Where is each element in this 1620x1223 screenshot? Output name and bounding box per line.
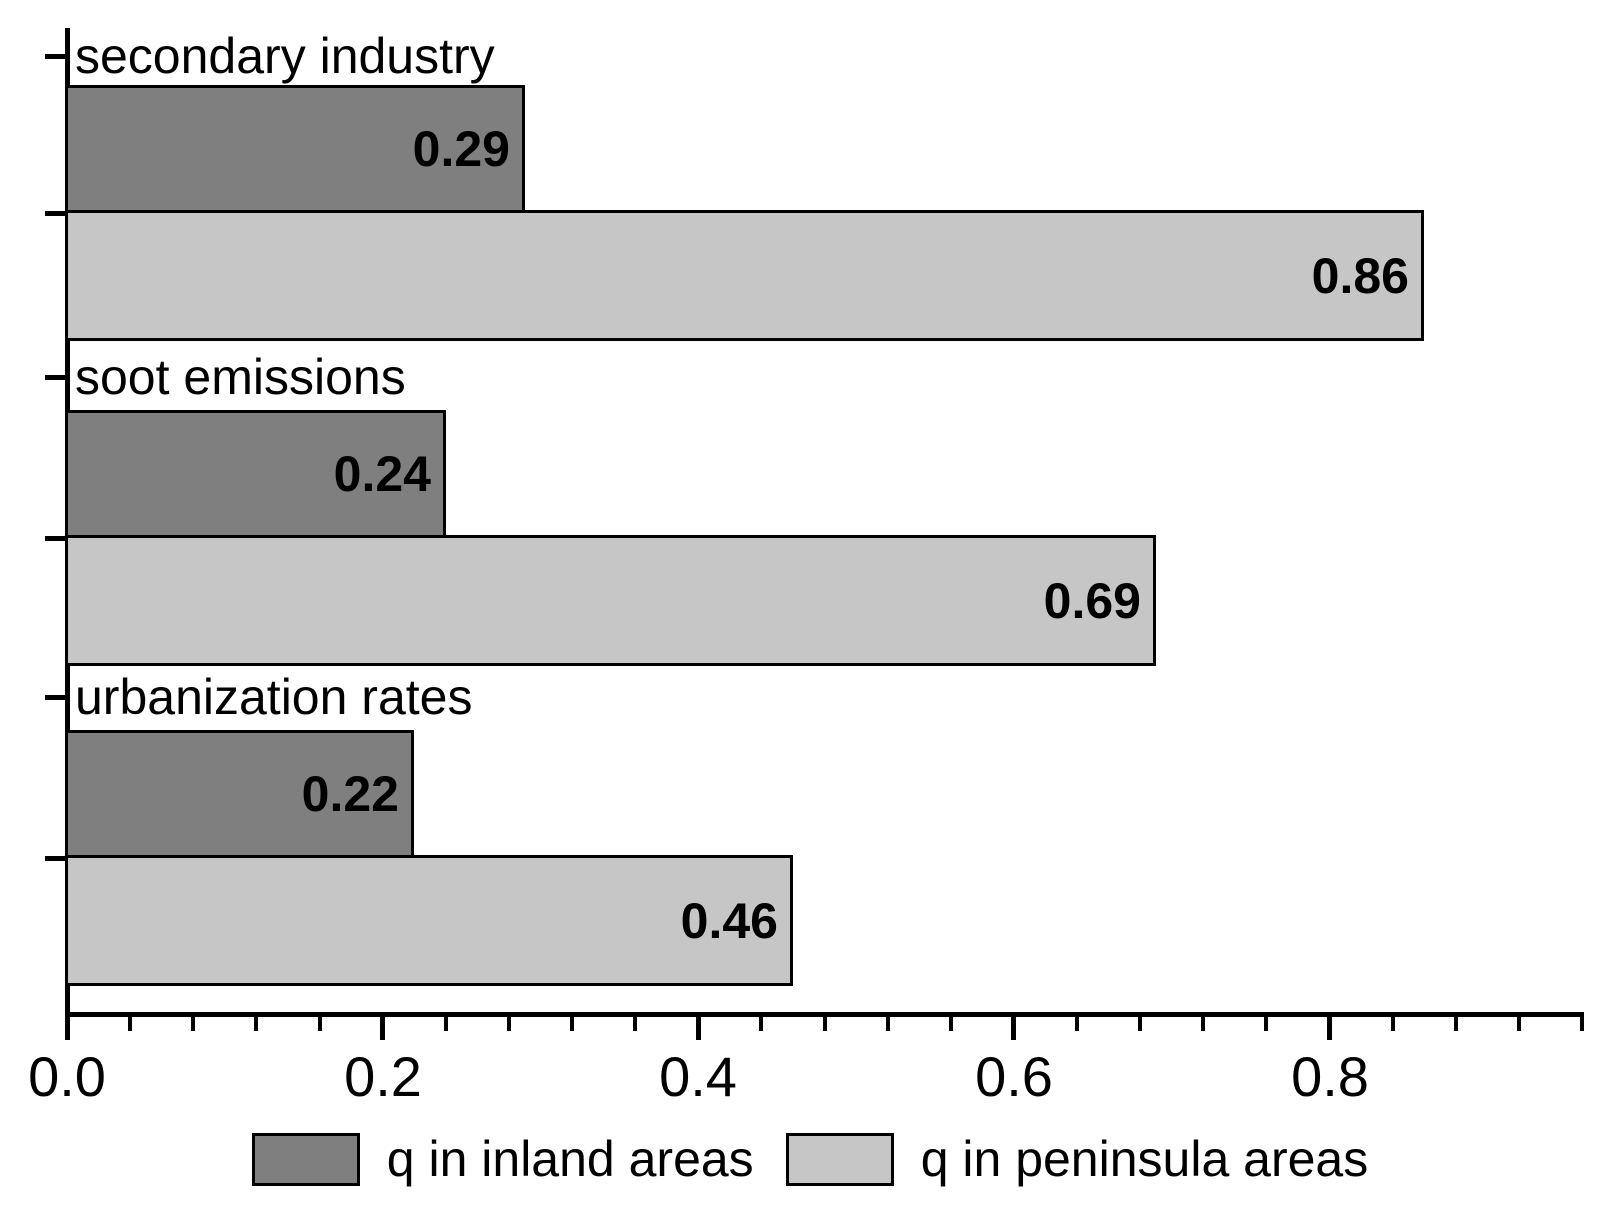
bar-value-label: 0.46 (680, 892, 778, 949)
bar-peninsula: 0.69 (65, 535, 1156, 666)
bar-peninsula: 0.86 (65, 210, 1424, 341)
category-label: secondary industry (75, 28, 495, 84)
x-axis-tick-label: 0.6 (975, 1045, 1053, 1108)
x-axis-tick-label: 0.0 (28, 1045, 106, 1108)
x-axis-minor-tick (1391, 1017, 1395, 1031)
legend-label-peninsula-areas: q in peninsula areas (920, 1131, 1369, 1187)
category-label: soot emissions (75, 349, 406, 405)
bar-value-label: 0.86 (1311, 247, 1409, 304)
x-axis-major-tick (1011, 1017, 1016, 1040)
legend-swatch-peninsula-areas (785, 1132, 894, 1186)
bar-peninsula: 0.46 (65, 855, 793, 986)
x-axis-minor-tick (1454, 1017, 1458, 1031)
x-axis-minor-tick (1138, 1017, 1142, 1031)
legend-item-inland: q in inland areas (251, 1130, 754, 1188)
x-axis-minor-tick (318, 1017, 322, 1031)
legend: q in inland areas q in peninsula areas (0, 1130, 1620, 1188)
bar-value-label: 0.29 (412, 121, 510, 177)
x-axis-minor-tick (823, 1017, 827, 1031)
x-axis-minor-tick (1264, 1017, 1268, 1031)
x-axis-minor-tick (570, 1017, 574, 1031)
x-axis-minor-tick (1580, 1017, 1584, 1031)
legend-swatch-inland-areas (251, 1132, 360, 1186)
y-axis-tick (45, 54, 65, 59)
x-axis-minor-tick (759, 1017, 763, 1031)
y-axis-tick (45, 536, 65, 541)
x-axis-minor-tick (128, 1017, 132, 1031)
x-axis-minor-tick (507, 1017, 511, 1031)
x-axis-minor-tick (191, 1017, 195, 1031)
bar-inland: 0.29 (65, 85, 525, 213)
x-axis-minor-tick (633, 1017, 637, 1031)
x-axis-minor-tick (444, 1017, 448, 1031)
x-axis-major-tick (696, 1017, 701, 1040)
bar-inland: 0.24 (65, 410, 446, 538)
x-axis-minor-tick (1517, 1017, 1521, 1031)
y-axis-tick (45, 695, 65, 700)
bar-inland: 0.22 (65, 730, 414, 858)
x-axis-tick-label: 0.4 (659, 1045, 737, 1108)
x-axis-tick-label: 0.8 (1291, 1045, 1369, 1108)
x-axis-major-tick (380, 1017, 385, 1040)
x-axis-minor-tick (1201, 1017, 1205, 1031)
legend-item-peninsula: q in peninsula areas (785, 1130, 1369, 1188)
bar-value-label: 0.69 (1043, 572, 1141, 629)
x-axis-minor-tick (1075, 1017, 1079, 1031)
bar-value-label: 0.22 (301, 766, 399, 822)
bar-value-label: 0.24 (333, 446, 431, 502)
y-axis-tick (45, 375, 65, 380)
y-axis-tick (45, 856, 65, 861)
x-axis-minor-tick (949, 1017, 953, 1031)
x-axis-minor-tick (886, 1017, 890, 1031)
y-axis-tick (45, 211, 65, 216)
legend-label-inland-areas: q in inland areas (386, 1131, 754, 1187)
x-axis-tick-label: 0.2 (344, 1045, 422, 1108)
x-axis-line (65, 1012, 1584, 1017)
x-axis-minor-tick (254, 1017, 258, 1031)
category-label: urbanization rates (75, 669, 473, 725)
x-axis-major-tick (1327, 1017, 1332, 1040)
x-axis-major-tick (65, 1017, 70, 1040)
